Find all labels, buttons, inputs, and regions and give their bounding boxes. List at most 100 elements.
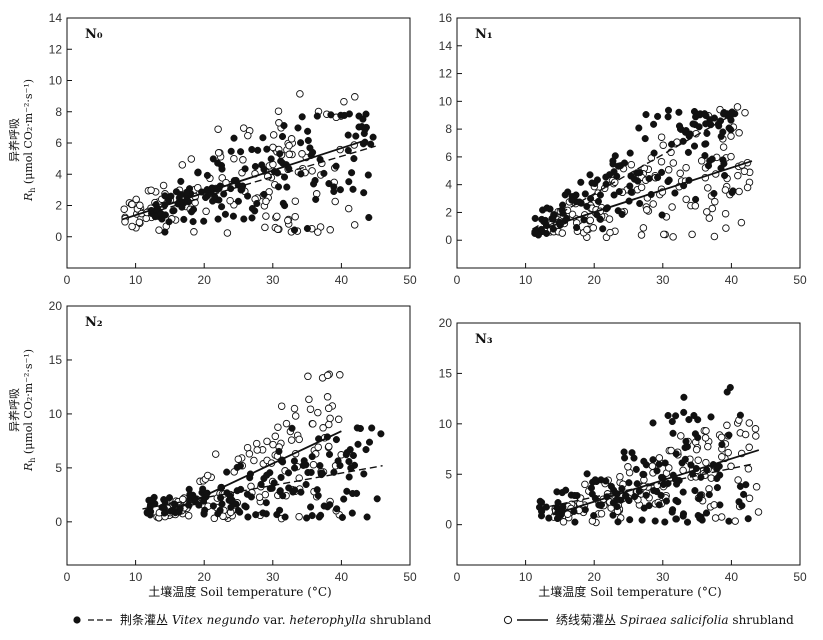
- point-vitex: [696, 491, 704, 499]
- legend-marker-open: [503, 615, 513, 625]
- point-spiraea: [719, 143, 728, 151]
- point-spiraea: [226, 196, 234, 205]
- point-spiraea: [269, 440, 277, 449]
- point-spiraea: [688, 230, 696, 239]
- point-vitex: [664, 113, 672, 121]
- point-vitex: [358, 123, 366, 131]
- point-vitex: [356, 424, 364, 433]
- point-spiraea: [284, 216, 292, 225]
- y-tick-label: 12: [439, 67, 453, 81]
- point-spiraea: [287, 436, 296, 444]
- point-spiraea: [677, 432, 685, 440]
- point-vitex: [316, 462, 324, 470]
- point-vitex: [701, 110, 709, 118]
- point-spiraea: [737, 218, 746, 227]
- point-vitex: [253, 199, 261, 208]
- point-spiraea: [731, 517, 739, 525]
- y-tick-label: 0: [55, 230, 62, 244]
- fit-line-spiraea: [552, 449, 760, 516]
- point-spiraea: [304, 372, 312, 381]
- point-vitex: [705, 491, 713, 499]
- point-vitex: [650, 120, 658, 128]
- point-vitex: [343, 449, 351, 457]
- point-vitex: [631, 493, 639, 501]
- point-spiraea: [350, 221, 359, 229]
- point-vitex: [317, 511, 325, 519]
- point-spiraea: [261, 223, 269, 232]
- point-vitex: [545, 514, 553, 522]
- point-vitex: [720, 110, 728, 118]
- point-vitex: [672, 412, 680, 420]
- point-vitex: [297, 488, 305, 496]
- point-vitex: [307, 468, 315, 476]
- fit-line-vitex: [142, 465, 383, 510]
- point-spiraea: [211, 450, 220, 458]
- point-vitex: [639, 470, 647, 478]
- point-vitex: [658, 168, 666, 176]
- point-spiraea: [704, 184, 712, 192]
- point-vitex: [679, 488, 687, 496]
- point-vitex: [228, 496, 236, 504]
- x-tick-label: 50: [403, 570, 417, 584]
- point-vitex: [681, 128, 690, 136]
- point-vitex: [641, 135, 649, 143]
- point-vitex: [636, 169, 644, 177]
- point-spiraea: [136, 201, 144, 210]
- point-vitex: [364, 171, 372, 179]
- point-vitex: [349, 185, 357, 193]
- point-vitex: [362, 110, 370, 118]
- point-vitex: [185, 485, 193, 493]
- point-spiraea: [250, 456, 258, 465]
- point-vitex: [720, 160, 728, 168]
- point-vitex: [723, 388, 731, 396]
- point-vitex: [218, 203, 226, 211]
- point-spiraea: [308, 167, 316, 175]
- point-spiraea: [589, 224, 598, 232]
- point-vitex: [536, 497, 544, 505]
- point-vitex: [661, 459, 669, 467]
- point-spiraea: [214, 125, 222, 133]
- point-vitex: [241, 165, 249, 173]
- point-vitex: [675, 108, 683, 116]
- point-vitex: [655, 501, 663, 509]
- point-vitex: [708, 155, 716, 163]
- panel-label: N₀: [85, 27, 103, 42]
- point-vitex: [280, 122, 288, 130]
- point-vitex: [251, 207, 259, 215]
- point-vitex: [311, 176, 319, 185]
- y-tick-label: 2: [55, 199, 62, 213]
- point-spiraea: [745, 494, 754, 503]
- point-vitex: [352, 132, 360, 140]
- point-spiraea: [655, 454, 664, 462]
- point-vitex: [244, 192, 252, 200]
- point-spiraea: [326, 226, 334, 234]
- x-tick-label: 30: [266, 570, 280, 584]
- point-spiraea: [691, 202, 700, 210]
- point-vitex: [345, 110, 353, 118]
- point-vitex: [365, 213, 373, 222]
- y-tick-label: 8: [445, 122, 452, 136]
- point-vitex: [345, 178, 353, 186]
- point-vitex: [165, 494, 174, 502]
- point-vitex: [263, 145, 271, 153]
- point-spiraea: [179, 495, 187, 504]
- point-spiraea: [605, 215, 614, 223]
- point-spiraea: [616, 472, 624, 481]
- panel-n3: 0 5 10 15 20 0 10 20 30 40 50 N₃: [439, 316, 807, 584]
- point-spiraea: [291, 212, 299, 221]
- point-vitex: [377, 430, 385, 438]
- point-spiraea: [244, 131, 252, 140]
- y-axis-label-top: 异养呼吸 Rh (μmol CO₂·m⁻²·s⁻¹): [7, 79, 37, 202]
- point-vitex: [581, 506, 589, 514]
- x-tick-label: 30: [656, 273, 670, 287]
- point-vitex: [237, 148, 245, 156]
- point-vitex: [675, 122, 684, 130]
- point-vitex: [609, 511, 617, 519]
- point-vitex: [345, 473, 353, 481]
- point-spiraea: [274, 107, 283, 115]
- y-tick-label: 5: [445, 467, 452, 481]
- y-tick-label: 10: [49, 407, 63, 421]
- point-vitex: [728, 188, 736, 197]
- point-vitex: [209, 502, 217, 510]
- point-vitex: [345, 457, 353, 466]
